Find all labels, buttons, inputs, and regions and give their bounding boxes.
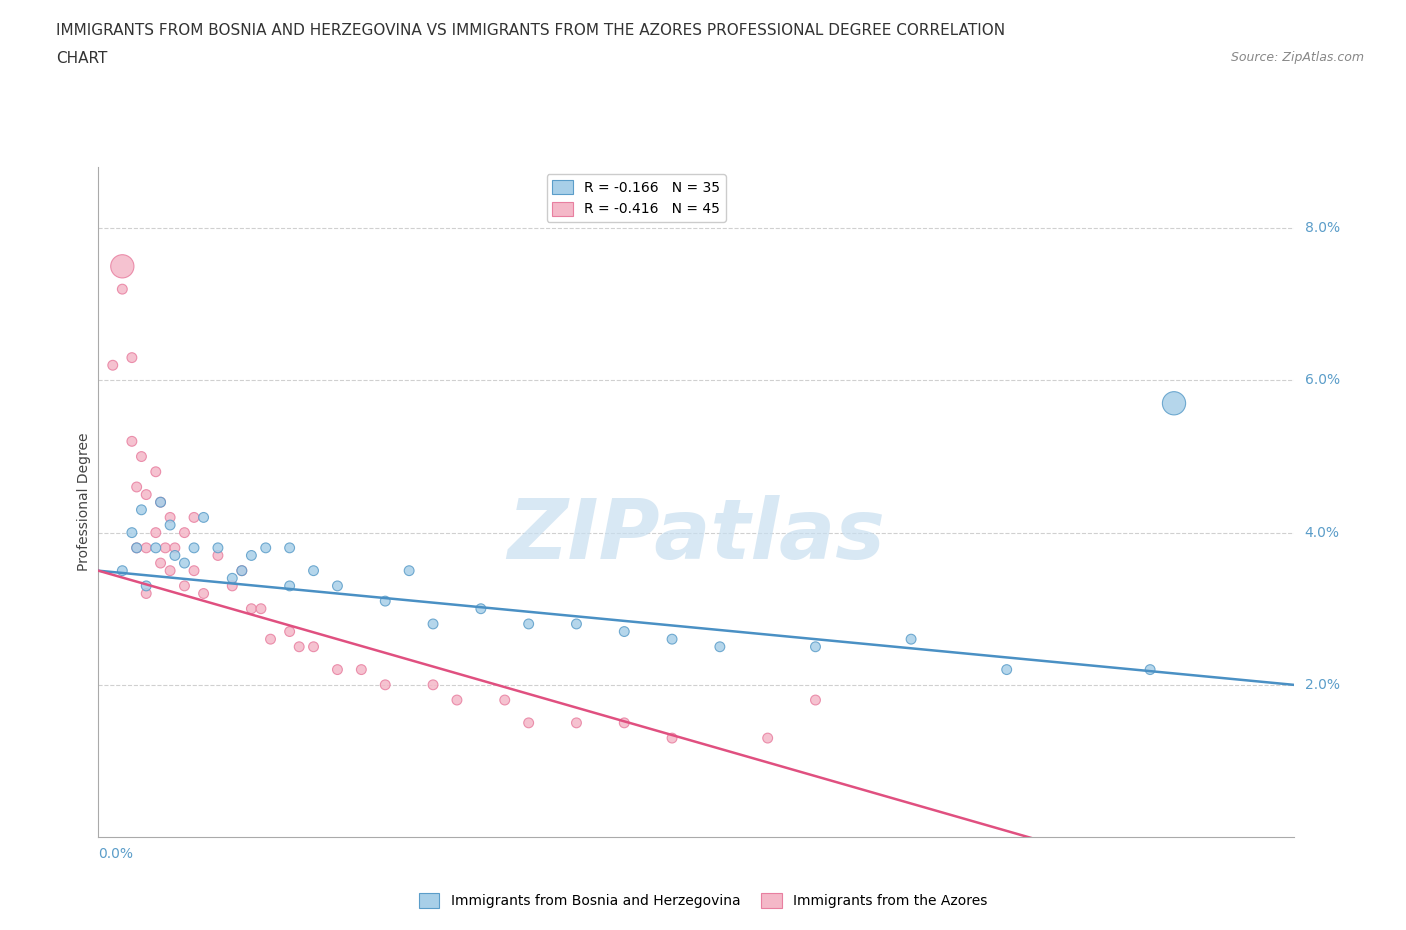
Text: 8.0%: 8.0%: [1305, 221, 1340, 235]
Point: [288, 639, 311, 654]
Point: [135, 487, 157, 502]
Point: [145, 464, 167, 479]
Legend: Immigrants from Bosnia and Herzegovina, Immigrants from the Azores: Immigrants from Bosnia and Herzegovina, …: [413, 888, 993, 914]
Text: 4.0%: 4.0%: [1305, 525, 1340, 539]
Point: [900, 631, 922, 646]
Point: [613, 715, 636, 730]
Point: [111, 282, 134, 297]
Text: IMMIGRANTS FROM BOSNIA AND HERZEGOVINA VS IMMIGRANTS FROM THE AZORES PROFESSIONA: IMMIGRANTS FROM BOSNIA AND HERZEGOVINA V…: [56, 23, 1005, 38]
Point: [221, 571, 243, 586]
Point: [145, 525, 167, 540]
Point: [259, 631, 281, 646]
Point: [240, 602, 263, 617]
Point: [121, 525, 143, 540]
Point: [149, 555, 172, 570]
Point: [183, 564, 205, 578]
Point: [173, 555, 195, 570]
Point: [661, 731, 683, 746]
Point: [565, 715, 588, 730]
Point: [422, 677, 444, 692]
Point: [183, 510, 205, 525]
Point: [135, 578, 157, 593]
Point: [302, 564, 325, 578]
Point: [254, 540, 277, 555]
Point: [470, 602, 492, 617]
Text: 0.0%: 0.0%: [98, 847, 134, 861]
Point: [804, 639, 827, 654]
Point: [709, 639, 731, 654]
Point: [135, 540, 157, 555]
Point: [207, 548, 229, 563]
Point: [278, 578, 301, 593]
Point: [207, 540, 229, 555]
Point: [121, 434, 143, 449]
Point: [326, 578, 349, 593]
Point: [517, 617, 540, 631]
Point: [163, 540, 186, 555]
Point: [231, 564, 253, 578]
Point: [173, 578, 195, 593]
Point: [125, 540, 148, 555]
Point: [159, 564, 181, 578]
Point: [398, 564, 420, 578]
Point: [278, 540, 301, 555]
Text: 6.0%: 6.0%: [1305, 374, 1340, 388]
Point: [1139, 662, 1161, 677]
Point: [422, 617, 444, 631]
Point: [278, 624, 301, 639]
Point: [121, 351, 143, 365]
Point: [111, 259, 134, 273]
Legend: R = -0.166   N = 35, R = -0.416   N = 45: R = -0.166 N = 35, R = -0.416 N = 45: [547, 174, 725, 222]
Point: [149, 495, 172, 510]
Point: [111, 564, 134, 578]
Point: [1163, 396, 1185, 411]
Point: [163, 548, 186, 563]
Point: [804, 693, 827, 708]
Point: [193, 586, 215, 601]
Point: [250, 602, 273, 617]
Point: [221, 578, 243, 593]
Point: [446, 693, 468, 708]
Point: [159, 510, 181, 525]
Point: [517, 715, 540, 730]
Point: [125, 480, 148, 495]
Point: [125, 540, 148, 555]
Point: [135, 586, 157, 601]
Point: [193, 510, 215, 525]
Text: Source: ZipAtlas.com: Source: ZipAtlas.com: [1230, 51, 1364, 64]
Y-axis label: Professional Degree: Professional Degree: [77, 433, 91, 571]
Point: [374, 593, 396, 608]
Point: [756, 731, 779, 746]
Point: [350, 662, 373, 677]
Point: [302, 639, 325, 654]
Text: ZIPatlas: ZIPatlas: [508, 495, 884, 577]
Point: [995, 662, 1018, 677]
Point: [661, 631, 683, 646]
Point: [101, 358, 124, 373]
Point: [159, 518, 181, 533]
Point: [173, 525, 195, 540]
Point: [565, 617, 588, 631]
Point: [613, 624, 636, 639]
Point: [149, 495, 172, 510]
Point: [155, 540, 177, 555]
Point: [326, 662, 349, 677]
Text: CHART: CHART: [56, 51, 108, 66]
Text: 2.0%: 2.0%: [1305, 678, 1340, 692]
Point: [231, 564, 253, 578]
Point: [131, 502, 153, 517]
Point: [145, 540, 167, 555]
Point: [183, 540, 205, 555]
Point: [494, 693, 516, 708]
Point: [131, 449, 153, 464]
Point: [240, 548, 263, 563]
Point: [374, 677, 396, 692]
